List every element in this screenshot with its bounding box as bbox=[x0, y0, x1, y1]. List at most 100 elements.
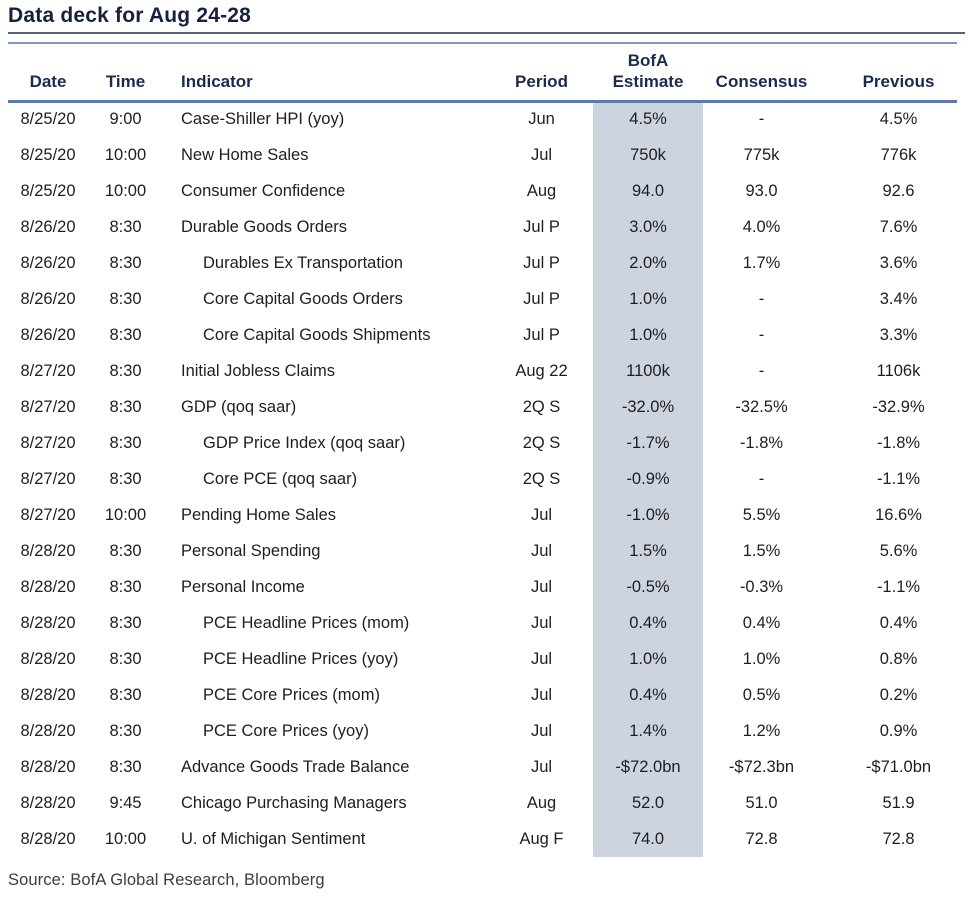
consensus-cell: 775k bbox=[743, 145, 780, 164]
indicator-cell: Durables Ex Transportation bbox=[203, 253, 403, 272]
table-row: 8/27/20 10:00 Pending Home Sales Jul -1.0% 5.… bbox=[8, 497, 957, 533]
consensus-cell: 1.0% bbox=[742, 649, 781, 668]
consensus-cell: 51.0 bbox=[745, 793, 778, 812]
bofa-estimate-cell: 94.0 bbox=[593, 173, 703, 209]
previous-cell: 3.3% bbox=[879, 325, 918, 344]
indicator-cell: PCE Core Prices (yoy) bbox=[203, 721, 369, 740]
table-row: 8/28/20 8:30 Personal Spending Jul 1.5% 1.5% 5… bbox=[8, 533, 957, 569]
column-header-bofa-estimate-line2: Estimate bbox=[612, 71, 684, 91]
bofa-estimate-cell: 0.4% bbox=[593, 677, 703, 713]
time-cell: 8:30 bbox=[109, 217, 142, 236]
bofa-estimate-cell: 4.5% bbox=[593, 101, 703, 137]
column-header-indicator: Indicator bbox=[163, 43, 490, 103]
date-cell: 8/28/20 bbox=[20, 685, 76, 704]
time-cell: 8:30 bbox=[109, 577, 142, 596]
period-cell: Jul bbox=[530, 721, 553, 740]
consensus-cell: - bbox=[758, 361, 765, 380]
period-cell: Aug 22 bbox=[515, 361, 568, 380]
indicator-cell: Core PCE (qoq saar) bbox=[203, 469, 358, 488]
date-cell: 8/28/20 bbox=[20, 721, 76, 740]
bofa-estimate-cell: -$72.0bn bbox=[593, 749, 703, 785]
date-cell: 8/28/20 bbox=[20, 649, 76, 668]
period-cell: Jul bbox=[530, 757, 553, 776]
date-cell: 8/26/20 bbox=[20, 217, 76, 236]
date-cell: 8/27/20 bbox=[20, 397, 76, 416]
table-row: 8/26/20 8:30 Core Capital Goods Shipments J… bbox=[8, 317, 957, 353]
time-cell: 8:30 bbox=[109, 685, 142, 704]
bofa-estimate-cell: -32.0% bbox=[593, 389, 703, 425]
consensus-cell: -32.5% bbox=[735, 397, 788, 416]
bofa-estimate-cell: 1.5% bbox=[593, 533, 703, 569]
previous-cell: -1.1% bbox=[876, 577, 921, 596]
bofa-estimate-cell: 3.0% bbox=[593, 209, 703, 245]
time-cell: 8:30 bbox=[109, 469, 142, 488]
table-row: 8/27/20 8:30 GDP (qoq saar) 2Q S -32.0% -32.5… bbox=[8, 389, 957, 425]
table-row: 8/26/20 8:30 Core Capital Goods Orders Jul … bbox=[8, 281, 957, 317]
period-cell: Jul bbox=[530, 541, 553, 560]
bofa-estimate-cell: 1100k bbox=[593, 353, 703, 389]
consensus-cell: - bbox=[758, 289, 765, 308]
previous-cell: 92.6 bbox=[882, 181, 915, 200]
time-cell: 8:30 bbox=[109, 397, 142, 416]
table-row: 8/28/20 8:30 PCE Headline Prices (mom) Jul 0… bbox=[8, 605, 957, 641]
previous-cell: 3.4% bbox=[879, 289, 918, 308]
table-row: 8/27/20 8:30 Core PCE (qoq saar) 2Q S -0.9% -… bbox=[8, 461, 957, 497]
indicator-cell: Advance Goods Trade Balance bbox=[181, 757, 410, 776]
bofa-estimate-cell: 52.0 bbox=[593, 785, 703, 821]
consensus-cell: 1.2% bbox=[742, 721, 781, 740]
bofa-estimate-cell: -1.0% bbox=[593, 497, 703, 533]
time-cell: 8:30 bbox=[109, 613, 142, 632]
previous-cell: 1106k bbox=[876, 361, 921, 380]
time-cell: 8:30 bbox=[109, 721, 142, 740]
table-row: 8/25/20 10:00 Consumer Confidence Aug 94.0 93… bbox=[8, 173, 957, 209]
column-header-bofa-estimate: BofA Estimate bbox=[593, 43, 703, 103]
column-header-date: Date bbox=[8, 43, 88, 103]
indicator-cell: Core Capital Goods Orders bbox=[203, 289, 403, 308]
period-cell: Jun bbox=[528, 110, 555, 129]
previous-cell: 7.6% bbox=[879, 217, 918, 236]
table-row: 8/27/20 8:30 GDP Price Index (qoq saar) 2Q … bbox=[8, 425, 957, 461]
bofa-estimate-cell: 1.0% bbox=[593, 281, 703, 317]
date-cell: 8/26/20 bbox=[20, 325, 76, 344]
table-row: 8/27/20 8:30 Initial Jobless Claims Aug 22 1… bbox=[8, 353, 957, 389]
date-cell: 8/27/20 bbox=[20, 505, 76, 524]
previous-cell: 4.5% bbox=[879, 110, 918, 129]
period-cell: Aug F bbox=[519, 829, 564, 848]
previous-cell: 776k bbox=[880, 145, 917, 164]
time-cell: 8:30 bbox=[109, 757, 142, 776]
bofa-estimate-cell: 2.0% bbox=[593, 245, 703, 281]
consensus-cell: - bbox=[758, 110, 765, 129]
time-cell: 8:30 bbox=[109, 433, 142, 452]
date-cell: 8/28/20 bbox=[20, 829, 76, 848]
table-row: 8/28/20 8:30 Advance Goods Trade Balance Ju… bbox=[8, 749, 957, 785]
indicator-cell: PCE Headline Prices (yoy) bbox=[203, 649, 399, 668]
date-cell: 8/26/20 bbox=[20, 289, 76, 308]
table-header: Date Time Indicator Period BofA Estimate… bbox=[8, 43, 957, 103]
consensus-cell: 5.5% bbox=[742, 505, 781, 524]
column-header-bofa-estimate-line1: BofA bbox=[627, 50, 669, 70]
table-row: 8/28/20 8:30 Personal Income Jul -0.5% -0.3% -… bbox=[8, 569, 957, 605]
indicator-cell: Core Capital Goods Shipments bbox=[203, 325, 431, 344]
period-cell: Jul bbox=[530, 505, 553, 524]
indicator-cell: PCE Headline Prices (mom) bbox=[203, 613, 410, 632]
consensus-cell: 1.7% bbox=[742, 253, 781, 272]
consensus-cell: 93.0 bbox=[745, 181, 778, 200]
previous-cell: 0.8% bbox=[879, 649, 918, 668]
previous-cell: 0.4% bbox=[879, 613, 918, 632]
indicator-cell: Consumer Confidence bbox=[181, 181, 346, 200]
previous-cell: 16.6% bbox=[875, 505, 922, 524]
bofa-estimate-cell: 1.4% bbox=[593, 713, 703, 749]
previous-cell: -1.8% bbox=[876, 433, 921, 452]
bofa-estimate-cell: 0.4% bbox=[593, 605, 703, 641]
table-header-row: Date Time Indicator Period BofA Estimate… bbox=[8, 43, 957, 103]
consensus-cell: - bbox=[758, 325, 765, 344]
time-cell: 10:00 bbox=[104, 181, 147, 200]
previous-cell: 51.9 bbox=[882, 793, 915, 812]
date-cell: 8/27/20 bbox=[20, 433, 76, 452]
column-header-time: Time bbox=[88, 43, 163, 103]
time-cell: 8:30 bbox=[109, 361, 142, 380]
previous-cell: 3.6% bbox=[879, 253, 918, 272]
indicator-cell: Pending Home Sales bbox=[181, 505, 337, 524]
date-cell: 8/26/20 bbox=[20, 253, 76, 272]
